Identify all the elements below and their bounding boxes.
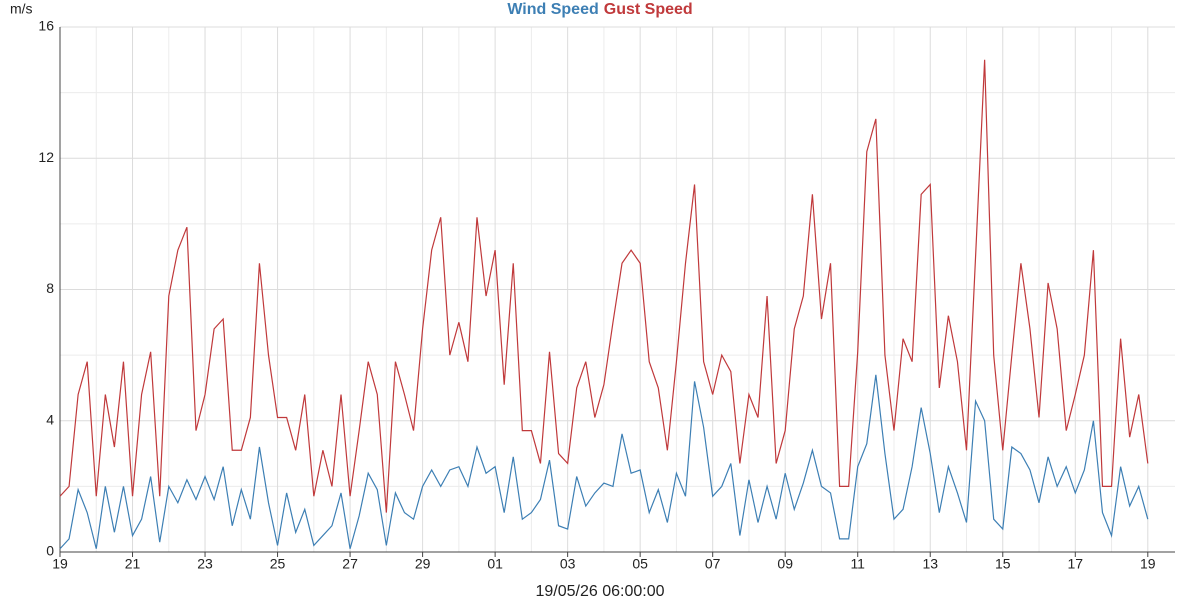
- y-tick-label: 4: [46, 411, 54, 427]
- x-tick-label: 05: [632, 556, 648, 572]
- x-tick-label: 15: [995, 556, 1011, 572]
- x-axis-label: 19/05/26 06:00:00: [535, 583, 664, 600]
- x-tick-label: 21: [125, 556, 141, 572]
- x-tick-label: 17: [1067, 556, 1083, 572]
- x-tick-label: 01: [487, 556, 503, 572]
- x-tick-label: 19: [52, 556, 68, 572]
- x-tick-label: 07: [705, 556, 721, 572]
- data-line: [59, 374, 1149, 550]
- x-tick-label: 11: [850, 556, 865, 572]
- y-tick-label: 0: [46, 543, 54, 559]
- y-tick-label: 8: [46, 280, 54, 296]
- data-line: [59, 59, 1149, 513]
- x-tick-label: 23: [197, 556, 213, 572]
- legend-entry: Wind Speed: [507, 1, 598, 18]
- x-tick-label: 09: [777, 556, 793, 572]
- x-tick-label: 19: [1140, 556, 1156, 572]
- x-tick-label: 25: [270, 556, 286, 572]
- x-tick-label: 13: [922, 556, 938, 572]
- legend-entry: Gust Speed: [604, 1, 693, 18]
- x-tick-label: 27: [342, 556, 358, 572]
- y-tick-label: 12: [38, 149, 54, 165]
- x-tick-label: 29: [415, 556, 431, 572]
- y-axis-label: m/s: [10, 1, 33, 17]
- y-tick-label: 16: [38, 18, 54, 34]
- x-tick-label: 03: [560, 556, 576, 572]
- legend: Wind Speed Gust Speed: [507, 1, 692, 18]
